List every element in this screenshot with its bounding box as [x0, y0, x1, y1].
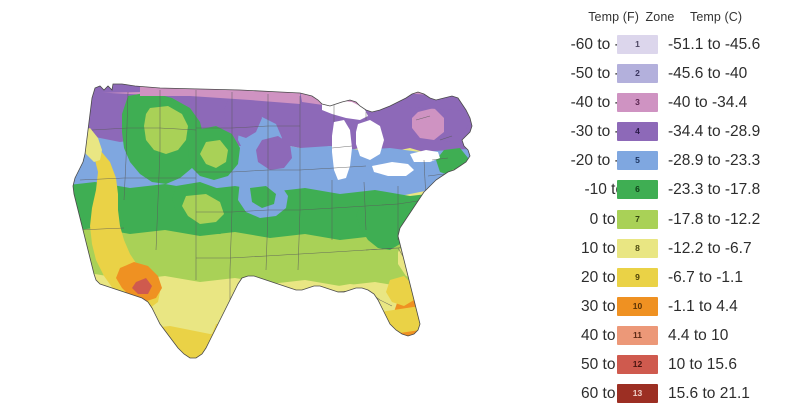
legend-zone-number: 12 [632, 359, 643, 370]
map-zone-bands [73, 84, 472, 358]
legend-temp-c: 15.6 to 21.1 [668, 385, 750, 403]
legend-temp-c: -12.2 to -6.7 [668, 239, 752, 257]
legend-zone-swatch[interactable]: 8 [617, 238, 658, 258]
legend-row: -60 to -50 1 -51.1 to -45.6 [520, 31, 800, 60]
legend-row: -30 to -20 4 -34.4 to -28.9 [520, 118, 800, 147]
legend-row: -50 to -40 2 -45.6 to -40 [520, 60, 800, 89]
legend-row: 30 to 40 10 -1.1 to 4.4 [520, 293, 800, 322]
legend-row: -40 to -30 3 -40 to -34.4 [520, 89, 800, 118]
legend-temp-c: -23.3 to -17.8 [668, 181, 761, 199]
legend-zone-swatch[interactable]: 10 [617, 296, 658, 316]
legend-row: 20 to 30 9 -6.7 to -1.1 [520, 264, 800, 293]
legend-temp-c: -28.9 to -23.3 [668, 152, 761, 170]
legend-temp-c: -51.1 to -45.6 [668, 36, 761, 53]
legend-temp-c: -1.1 to 4.4 [668, 297, 738, 315]
header-temp-f: Temp (F) [588, 10, 639, 24]
legend-zone-number: 1 [635, 39, 640, 49]
legend-zone-swatch[interactable]: 11 [617, 325, 658, 345]
legend-row: 40 to 50 11 4.4 to 10 [520, 322, 800, 351]
legend-zone-number: 4 [635, 126, 640, 137]
us-coastline [72, 83, 473, 359]
legend-temp-c: -6.7 to -1.1 [668, 268, 743, 286]
header-temp-c: Temp (C) [690, 10, 743, 24]
legend-zone-number: 3 [635, 97, 640, 108]
legend-zone-swatch[interactable]: 12 [617, 355, 658, 375]
legend-zone-number: 11 [633, 329, 642, 340]
legend-temp-c: -45.6 to -40 [668, 65, 748, 83]
map-panel [72, 83, 473, 359]
legend-temp-c: -40 to -34.4 [668, 94, 748, 112]
legend-zone-number: 10 [632, 300, 643, 311]
legend-zone-swatch[interactable]: 5 [617, 151, 658, 171]
legend-row: 50 to 60 12 10 to 15.6 [520, 351, 800, 380]
legend-temp-c: 4.4 to 10 [668, 326, 729, 344]
legend-row: -10 to 0 6 -23.3 to -17.8 [520, 176, 800, 205]
great-lakes [322, 100, 440, 180]
legend-zone-number: 5 [635, 155, 640, 166]
zone-legend: Temp (F) Zone Temp (C) -60 to -50 1 -51.1 … [520, 0, 800, 411]
legend-row: 0 to 10 7 -17.8 to -12.2 [520, 206, 800, 235]
legend-zone-swatch[interactable]: 2 [617, 64, 658, 84]
legend-zone-swatch[interactable]: 1 [617, 35, 658, 54]
legend-temp-c: -17.8 to -12.2 [668, 210, 761, 228]
legend-zone-swatch[interactable]: 13 [617, 384, 658, 404]
legend-zone-number: 8 [635, 242, 640, 253]
legend-row: 60 to 70 13 15.6 to 21.1 [520, 380, 800, 409]
legend-zone-number: 13 [632, 388, 643, 399]
legend-zone-number: 9 [635, 271, 640, 282]
legend-zone-swatch[interactable]: 3 [617, 93, 658, 113]
legend-row: 10 to 20 8 -12.2 to -6.7 [520, 235, 800, 264]
legend-zone-number: 6 [635, 184, 640, 195]
legend-zone-swatch[interactable]: 7 [617, 209, 658, 229]
legend-zone-number: 2 [635, 68, 640, 79]
header-zone: Zone [645, 10, 675, 24]
legend-zone-swatch[interactable]: 9 [617, 267, 658, 287]
legend-zone-swatch[interactable]: 6 [617, 180, 658, 200]
legend-temp-c: 10 to 15.6 [668, 356, 737, 374]
legend-row-list: -60 to -50 1 -51.1 to -45.6 -50 to -40 2 -45.… [520, 31, 800, 409]
us-hardiness-map [72, 83, 473, 359]
legend-zone-swatch[interactable]: 4 [617, 122, 658, 142]
legend-zone-number: 7 [635, 213, 640, 224]
legend-temp-c: -34.4 to -28.9 [668, 123, 761, 141]
legend-row: -20 to -10 5 -28.9 to -23.3 [520, 147, 800, 176]
legend-header-row: Temp (F) Zone Temp (C) [520, 10, 800, 30]
